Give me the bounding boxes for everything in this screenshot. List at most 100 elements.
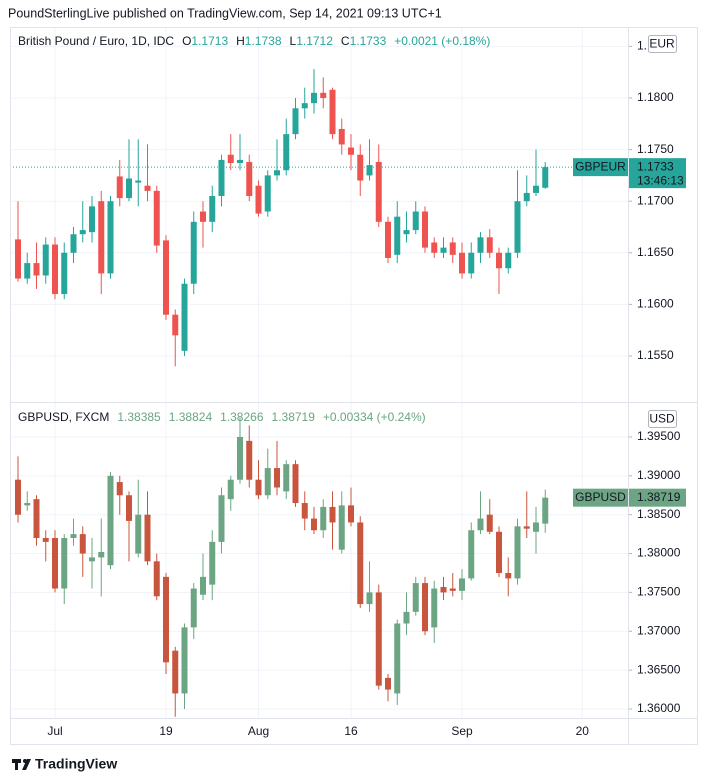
candle-body <box>311 92 317 104</box>
candle-body <box>431 588 438 628</box>
candle-body <box>107 201 114 274</box>
candle-body <box>348 505 354 523</box>
candle-body <box>255 479 262 496</box>
currency-label: EUR <box>649 37 675 51</box>
candle-body <box>542 167 549 188</box>
candle-body <box>422 583 428 632</box>
candle-body <box>89 557 95 562</box>
candle-body <box>181 627 188 694</box>
symbol-tag-label: GBPUSD <box>575 490 626 504</box>
y-tick-label: 1.38000 <box>637 546 681 560</box>
legend-key: H <box>236 34 245 48</box>
footer-brand: TradingView <box>35 756 117 772</box>
candle-body <box>523 192 530 202</box>
chart-frame <box>10 27 698 745</box>
candle-body <box>496 531 502 573</box>
y-tick-label: 1.37500 <box>637 585 681 599</box>
candle-body <box>15 239 21 279</box>
candle-body <box>209 541 216 585</box>
candle-body <box>440 247 447 253</box>
currency-label: USD <box>649 412 675 426</box>
candle-body <box>52 244 58 295</box>
candle-body <box>98 551 105 558</box>
candle-body <box>33 499 40 539</box>
legend-key: C <box>341 34 350 48</box>
symbol-tag <box>573 488 628 507</box>
candle-body <box>301 503 308 519</box>
symbol-tag-label: GBPEUR <box>575 159 626 173</box>
candle-body <box>255 185 262 214</box>
candle-body <box>375 161 382 222</box>
legend-value: 1.1712 <box>296 34 333 48</box>
publish-header: PoundSterlingLive published on TradingVi… <box>8 6 442 20</box>
legend-key: L <box>290 34 297 48</box>
candle-body <box>15 479 21 515</box>
candle-body <box>163 576 169 663</box>
candle-body <box>218 495 225 542</box>
candle-body <box>227 479 234 500</box>
candle-body <box>431 242 438 253</box>
x-tick-label: Aug <box>248 724 269 738</box>
candle-body <box>126 178 132 199</box>
candle-body <box>468 530 475 579</box>
y-tick-label: 1.39000 <box>637 468 681 482</box>
candle-body <box>274 170 280 176</box>
candle-body <box>477 518 484 531</box>
candle-body <box>357 154 364 181</box>
candle-body <box>375 592 382 686</box>
chart-title: British Pound / Euro, 1D, IDC <box>18 34 174 48</box>
candle-body <box>274 468 280 488</box>
candle-body <box>486 237 493 253</box>
candle-body <box>61 252 68 295</box>
candle-body <box>468 252 475 274</box>
candle-body <box>79 534 86 554</box>
y-tick-label: 1.1800 <box>637 90 674 104</box>
candle-body <box>42 538 49 542</box>
x-tick-label: Jul <box>47 724 62 738</box>
candle-body <box>209 196 216 222</box>
x-tick-label: 16 <box>344 724 358 738</box>
candle-body <box>542 497 549 524</box>
candle-body <box>514 201 521 253</box>
candle-body <box>320 506 327 531</box>
candle-body <box>116 176 123 199</box>
candle-body <box>477 237 484 253</box>
candle-body <box>385 221 391 258</box>
candle-body <box>329 506 336 523</box>
candle-body <box>496 252 502 269</box>
candle-body <box>366 592 373 605</box>
candle-body <box>533 185 539 193</box>
candle-body <box>24 503 31 506</box>
candle-body <box>70 534 77 539</box>
candle-body <box>218 159 225 197</box>
chart-legend: British Pound / Euro, 1D, IDC O1.1713 H1.1… <box>18 34 490 48</box>
legend-value: 1.1738 <box>245 34 282 48</box>
candle-body <box>52 538 58 589</box>
candle-body <box>422 211 428 248</box>
candle-body <box>264 175 271 212</box>
candle-body <box>283 464 290 492</box>
price-tag <box>628 158 686 189</box>
candle-body <box>366 165 373 176</box>
price-tag <box>628 488 686 507</box>
y-tick-label: 1.36500 <box>637 662 681 676</box>
candle-body <box>190 588 197 628</box>
candle-body <box>79 230 86 235</box>
legend-change: +0.00334 (+0.24%) <box>323 410 426 424</box>
legend-value: 1.38824 <box>169 410 213 424</box>
candle-body <box>264 468 271 496</box>
candle-body <box>107 475 114 566</box>
candle-body <box>172 650 179 694</box>
currency-box <box>648 410 677 428</box>
candle-body <box>126 495 132 521</box>
y-tick-label: 1.1650 <box>637 245 674 259</box>
candle-body <box>135 180 142 183</box>
candle-body <box>459 252 465 274</box>
candle-body <box>514 526 521 579</box>
candle-body <box>394 623 401 694</box>
candle-body <box>505 572 512 579</box>
candle-body <box>153 190 160 246</box>
candle-body <box>357 522 364 605</box>
